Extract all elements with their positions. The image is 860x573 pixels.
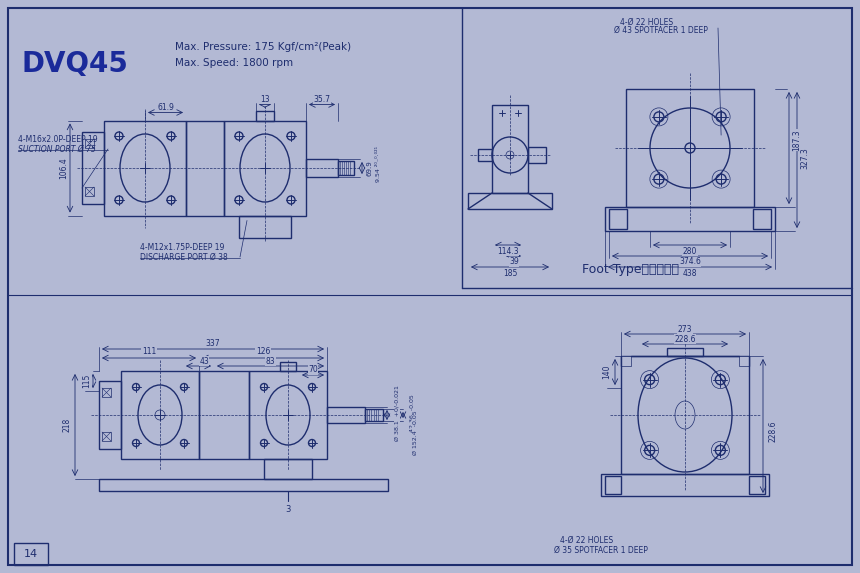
Text: 4-M16x2.0P-DEEP 19: 4-M16x2.0P-DEEP 19 [18,135,98,144]
Text: 228.6: 228.6 [769,420,777,442]
Bar [667,348,703,356]
Text: 327.3: 327.3 [801,147,809,169]
Text: 185: 185 [503,269,517,277]
Bar [626,89,754,207]
Text: 14: 14 [24,549,38,559]
Bar [104,120,186,215]
Bar [224,120,306,215]
Bar [306,159,338,177]
Text: 106.4: 106.4 [59,157,69,179]
Bar [621,356,749,474]
Bar [528,147,546,163]
Bar [749,476,765,494]
Text: SUCTION PORT Ø 75: SUCTION PORT Ø 75 [18,144,95,154]
Bar [327,407,365,423]
Text: 114.3: 114.3 [497,246,519,256]
Text: 4-Ø 22 HOLES: 4-Ø 22 HOLES [560,536,613,544]
Text: 218: 218 [63,418,71,432]
Bar [478,149,492,161]
Text: 438: 438 [683,269,697,277]
Text: 9.54 ²⁰₋⁰·⁰²¹: 9.54 ²⁰₋⁰·⁰²¹ [376,146,380,182]
Text: DISCHARGE PORT Ø 38: DISCHARGE PORT Ø 38 [140,253,228,261]
Text: Ø 35 SPOTFACER 1 DEEP: Ø 35 SPOTFACER 1 DEEP [554,545,648,555]
Text: 228.6: 228.6 [674,335,696,343]
Text: Foot Type（脚座型）: Foot Type（脚座型） [581,264,679,277]
Bar [753,209,771,229]
Text: 39: 39 [509,257,519,266]
Text: 13: 13 [261,95,270,104]
Bar [280,362,296,371]
Bar [85,187,94,196]
Bar [14,543,48,565]
Bar [99,479,388,491]
Bar [121,371,199,459]
Text: 61.9: 61.9 [157,103,174,112]
Bar [609,209,627,229]
Text: 83: 83 [266,356,275,366]
Text: Max. Speed: 1800 rpm: Max. Speed: 1800 rpm [175,58,293,68]
Text: Ø 152.4  -0.05: Ø 152.4 -0.05 [413,411,417,456]
Text: 187.3: 187.3 [793,129,802,151]
Bar [492,105,528,193]
Text: 69.9: 69.9 [367,160,373,176]
Text: 115: 115 [83,374,91,388]
Text: 70: 70 [308,366,318,375]
Bar [102,432,111,441]
Text: 3: 3 [286,504,291,513]
Text: 111: 111 [142,347,157,356]
Bar [186,120,224,215]
Text: DVQ45: DVQ45 [22,50,128,78]
Text: Ø 38.1  +0/-0.021: Ø 38.1 +0/-0.021 [395,385,400,441]
Bar [239,215,291,237]
Bar [249,371,327,459]
Text: Max. Pressure: 175 Kgf/cm²(Peak): Max. Pressure: 175 Kgf/cm²(Peak) [175,42,351,52]
Bar [601,474,769,496]
Text: 43: 43 [200,356,209,366]
Bar [338,161,354,175]
Text: 280: 280 [683,246,697,256]
Bar [199,371,249,459]
Text: 35.7: 35.7 [314,95,330,104]
Bar [739,356,749,366]
Bar [102,388,111,397]
Bar [256,111,274,120]
Bar [264,459,312,479]
Bar [99,381,121,449]
Text: 42.36  -0.05: 42.36 -0.05 [410,394,415,432]
Bar [468,193,552,209]
Bar [85,139,94,148]
Bar [605,476,621,494]
Text: 4-Ø 22 HOLES: 4-Ø 22 HOLES [620,18,673,26]
Text: 374.6: 374.6 [679,257,701,266]
Text: 4-M12x1.75P-DEEP 19: 4-M12x1.75P-DEEP 19 [140,244,224,253]
Bar [605,207,775,231]
Text: Ø 43 SPOTFACER 1 DEEP: Ø 43 SPOTFACER 1 DEEP [614,26,708,34]
Text: 273: 273 [678,324,692,333]
Bar [365,409,383,421]
Bar [82,132,104,204]
Text: 126: 126 [255,347,270,356]
Bar [621,356,631,366]
Text: 337: 337 [206,339,220,347]
Text: 140: 140 [603,365,611,379]
